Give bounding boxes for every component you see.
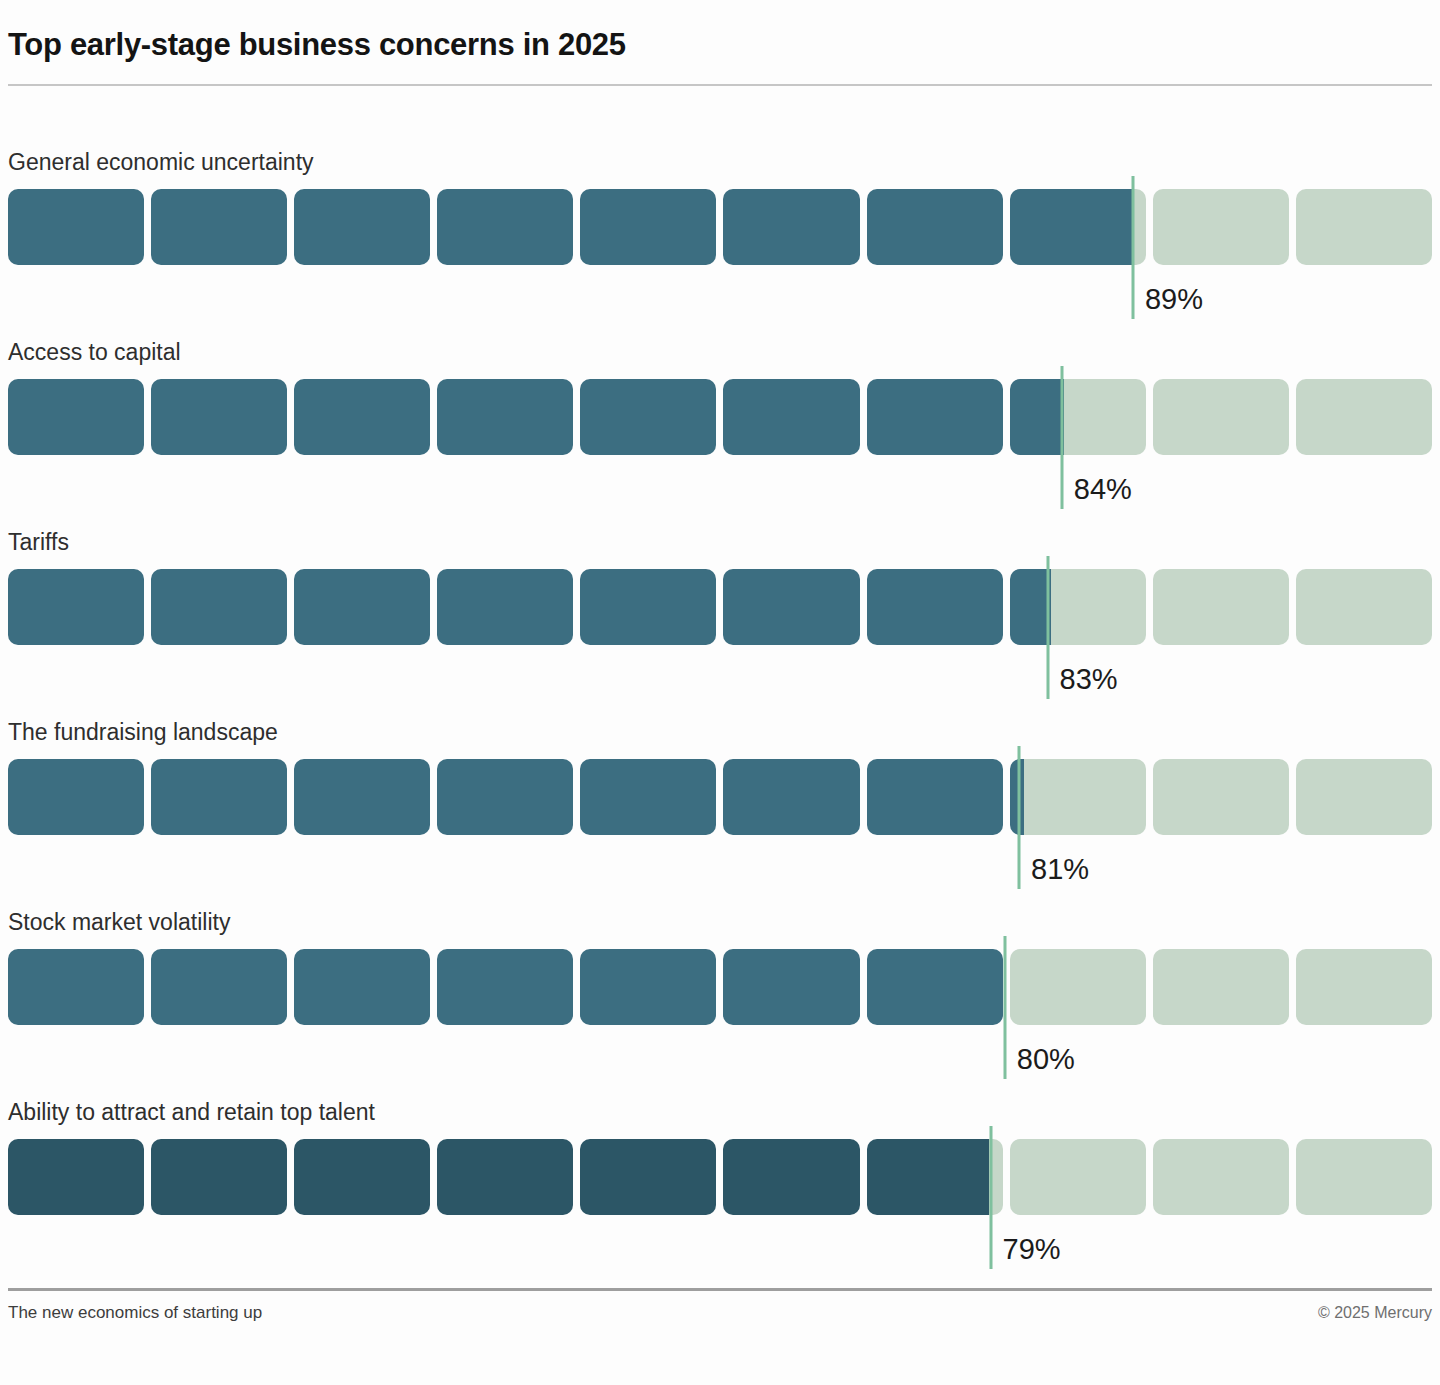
bar-segment [867,569,1003,645]
bar-segment [437,189,573,265]
footer-credit: © 2025 Mercury [1318,1303,1432,1323]
chart-container: Top early-stage business concerns in 202… [0,26,1440,1323]
category-label: The fundraising landscape [8,718,1432,746]
bar-segment [723,949,859,1025]
value-label: 84% [1074,475,1132,504]
bar-segment [723,759,859,835]
bar-segment [151,569,287,645]
footer: The new economics of starting up © 2025 … [8,1303,1432,1323]
bar-segment [151,759,287,835]
bar-segment [294,569,430,645]
bar-segment [437,759,573,835]
bar-segment [8,1139,144,1215]
segmented-bar: 80% [8,949,1432,1025]
title-divider [8,84,1432,86]
value-tick [1131,176,1134,319]
bar-segment [580,949,716,1025]
bar-segment [8,379,144,455]
bar-segment [1153,189,1289,265]
bar-segment [151,189,287,265]
segmented-bar: 83% [8,569,1432,645]
bar-segment [867,379,1003,455]
category-label: General economic uncertainty [8,148,1432,176]
bar-segment [8,759,144,835]
bar-segment [1153,379,1289,455]
value-label: 83% [1060,665,1118,694]
bar-segment [1010,759,1146,835]
bar-segment [1153,569,1289,645]
value-label: 79% [1003,1235,1061,1264]
bar-segment [580,189,716,265]
bar-segment [294,1139,430,1215]
value-tick [989,1126,992,1269]
bars: General economic uncertainty 89% Access to… [8,148,1432,1215]
bar-segment [1010,569,1146,645]
bar-segment [437,379,573,455]
bar-row: Tariffs 83% [8,528,1432,645]
bar-segment [294,949,430,1025]
bar-segment [1153,1139,1289,1215]
value-tick [1003,936,1006,1079]
segmented-bar: 79% [8,1139,1432,1215]
bar-segment [437,569,573,645]
bar-segment [151,1139,287,1215]
bar-segment [1296,189,1432,265]
bar-row: General economic uncertainty 89% [8,148,1432,265]
bar-segment [1010,189,1146,265]
bar-row: Stock market volatility 80% [8,908,1432,1025]
segmented-bar: 89% [8,189,1432,265]
bar-segment [580,379,716,455]
value-tick [1060,366,1063,509]
value-label: 81% [1031,855,1089,884]
segmented-bar: 84% [8,379,1432,455]
bar-segment [8,569,144,645]
value-tick [1018,746,1021,889]
bar-segment [8,949,144,1025]
bar-segment [437,949,573,1025]
bar-segment [1010,379,1146,455]
segmented-bar: 81% [8,759,1432,835]
bar-segment [1153,759,1289,835]
bar-segment [580,569,716,645]
category-label: Ability to attract and retain top talent [8,1098,1432,1126]
bar-segment [723,379,859,455]
footer-caption: The new economics of starting up [8,1303,262,1323]
bar-segment [580,759,716,835]
bar-segment [580,1139,716,1215]
bar-row: The fundraising landscape 81% [8,718,1432,835]
value-label: 80% [1017,1045,1075,1074]
bar-segment [437,1139,573,1215]
bar-segment [294,379,430,455]
category-label: Tariffs [8,528,1432,556]
value-label: 89% [1145,285,1203,314]
value-tick [1046,556,1049,699]
bar-segment [867,189,1003,265]
bar-segment [294,189,430,265]
bar-segment [1296,759,1432,835]
bar-segment [151,379,287,455]
bar-segment [8,189,144,265]
bar-segment [867,949,1003,1025]
footer-divider [8,1288,1432,1291]
bar-segment [1296,379,1432,455]
bar-segment [867,759,1003,835]
bar-segment [723,1139,859,1215]
bar-segment [1296,569,1432,645]
chart-title: Top early-stage business concerns in 202… [8,26,1432,64]
bar-segment [1010,949,1146,1025]
bar-row: Access to capital 84% [8,338,1432,455]
bar-segment [723,189,859,265]
bar-segment [1153,949,1289,1025]
bar-segment [1296,949,1432,1025]
category-label: Access to capital [8,338,1432,366]
bar-segment [867,1139,1003,1215]
bar-segment [151,949,287,1025]
bar-segment [294,759,430,835]
bar-row: Ability to attract and retain top talent… [8,1098,1432,1215]
bar-segment [1296,1139,1432,1215]
bar-segment [1010,1139,1146,1215]
bar-segment [723,569,859,645]
category-label: Stock market volatility [8,908,1432,936]
